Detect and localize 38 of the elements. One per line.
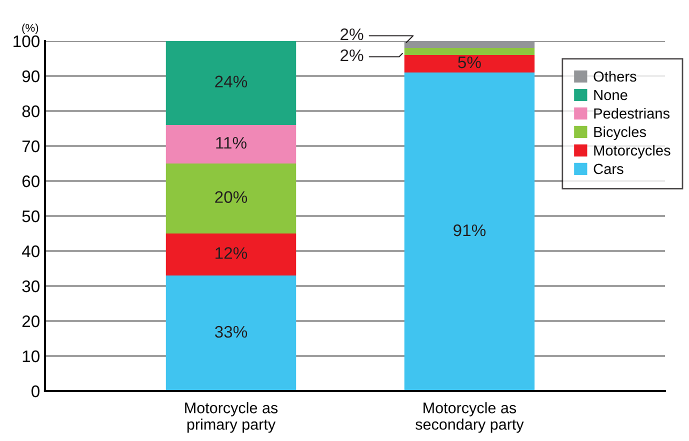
y-tick-label: 60 [22,175,40,188]
legend-label: None [594,90,628,100]
legend-label: Others [594,70,636,82]
data-label: 33% [214,326,248,338]
bar [166,125,296,164]
data-label: 20% [215,191,248,203]
y-tick-label: 50 [22,210,40,222]
y-tick-label: 10 [22,350,40,362]
y-tick-label: 40 [22,245,40,258]
y-tick-label: 30 [22,280,40,292]
x-tick-label: Motorcycle as primary party [185,402,278,433]
y-tick-label: 80 [22,105,40,118]
data-label: 12% [216,247,248,259]
data-label: 5% [458,56,481,68]
bar [166,234,296,276]
data-label: 2% [340,28,364,40]
legend-label: Pedestrians [594,108,670,119]
legend-label: Motorcycles [594,144,670,159]
bar [404,72,535,391]
data-label: 24% [215,76,248,88]
bar [404,48,535,55]
x-tick-label: Motorcycle as secondary party [416,402,524,433]
data-label: 91% [454,224,486,236]
bar [166,164,296,234]
y-tick-label: 90 [22,70,40,82]
y-tick-label: 20 [22,315,40,328]
data-label: 11% [216,136,246,149]
y-tick-label: 100 [14,35,40,48]
y-tick-label: 0 [32,385,40,398]
legend-label: Cars [594,164,624,174]
data-label: 2% [340,49,364,62]
bar [404,55,535,72]
legend-label: Bicycles [594,126,646,140]
y-tick-label: 70 [22,140,40,152]
bar [404,41,535,48]
bar [166,276,296,391]
bar [166,41,296,125]
y-axis-title: (%) [22,24,38,34]
